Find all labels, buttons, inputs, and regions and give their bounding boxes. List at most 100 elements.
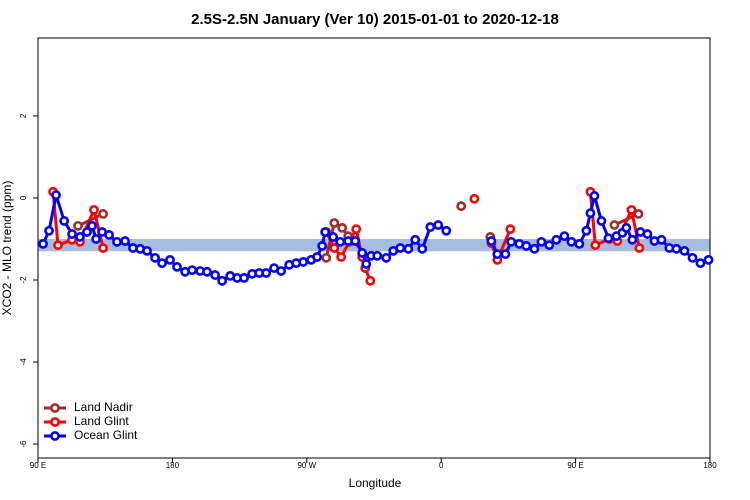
- data-point: [98, 243, 109, 253]
- data-point: [336, 252, 347, 262]
- legend-marker: [50, 403, 60, 413]
- data-point: [559, 231, 570, 242]
- legend-label: Land Nadir: [74, 400, 133, 414]
- data-point: [357, 248, 368, 258]
- data-point: [89, 204, 99, 215]
- data-point: [395, 243, 406, 253]
- data-point: [210, 270, 221, 280]
- data-point: [372, 250, 383, 261]
- data-point: [687, 252, 698, 263]
- x-tick-label: 0: [439, 461, 444, 470]
- data-point: [239, 273, 249, 283]
- data-point: [112, 236, 122, 247]
- data-point: [53, 240, 63, 251]
- data-point: [679, 245, 690, 256]
- x-tick-label: 180: [166, 461, 180, 470]
- y-tick-label: -2: [19, 276, 28, 284]
- data-point: [351, 224, 362, 235]
- data-point: [51, 190, 61, 200]
- x-tick-label: 90 E: [567, 461, 583, 470]
- data-point: [320, 227, 331, 237]
- data-point: [321, 252, 332, 263]
- data-point: [642, 229, 653, 239]
- data-point: [581, 225, 592, 236]
- x-tick-label: 90 E: [30, 461, 46, 470]
- data-point: [276, 266, 287, 276]
- data-point: [157, 258, 167, 269]
- data-point: [73, 220, 83, 231]
- data-point: [589, 191, 600, 201]
- data-point: [317, 241, 328, 251]
- data-point: [456, 201, 467, 212]
- data-point: [120, 236, 130, 246]
- y-tick-label: -6: [19, 440, 28, 448]
- data-point: [627, 234, 638, 245]
- data-point: [536, 236, 547, 247]
- data-point: [609, 220, 620, 230]
- y-tick-label: -4: [19, 358, 28, 366]
- data-point: [67, 229, 77, 239]
- data-point: [505, 224, 516, 235]
- data-point: [633, 209, 644, 219]
- data-point: [621, 223, 632, 233]
- data-point: [590, 240, 601, 251]
- data-point: [425, 222, 436, 232]
- data-point: [75, 232, 85, 242]
- data-point: [44, 225, 54, 236]
- data-point: [500, 249, 511, 260]
- data-point: [98, 209, 109, 219]
- data-point: [521, 241, 532, 251]
- data-point: [433, 220, 444, 230]
- data-point: [492, 249, 503, 260]
- legend-marker: [50, 417, 60, 427]
- y-tick-label: 2: [19, 113, 28, 118]
- data-point: [634, 243, 645, 253]
- data-point: [403, 243, 414, 254]
- x-tick-label: 180: [703, 461, 717, 470]
- y-axis-label: XCO2 - MLO trend (ppm): [0, 181, 14, 316]
- y-tick-label: 0: [19, 195, 28, 200]
- data-point: [104, 229, 114, 240]
- plot-frame: [37, 37, 711, 459]
- chart-title: 2.5S-2.5N January (Ver 10) 2015-01-01 to…: [191, 11, 559, 28]
- data-point: [417, 243, 428, 254]
- data-point: [87, 220, 97, 231]
- data-point: [187, 265, 198, 276]
- data-point: [551, 234, 562, 245]
- data-point: [410, 234, 421, 245]
- data-point: [585, 208, 596, 219]
- data-point: [217, 275, 228, 286]
- legend-marker: [50, 431, 60, 441]
- data-point: [312, 252, 323, 262]
- data-point: [261, 268, 272, 278]
- legend-label: Land Glint: [74, 414, 129, 428]
- data-point: [172, 261, 182, 272]
- data-point: [441, 225, 452, 236]
- x-axis-label: Longitude: [349, 476, 402, 490]
- data-point: [202, 266, 212, 277]
- data-point: [566, 236, 577, 247]
- data-point: [529, 243, 540, 254]
- data-point: [626, 204, 637, 215]
- data-point: [150, 252, 160, 263]
- data-point: [486, 236, 497, 246]
- data-point: [335, 236, 346, 247]
- data-point: [82, 227, 92, 237]
- data-point: [361, 259, 372, 269]
- data-point: [38, 238, 48, 249]
- data-point: [165, 254, 175, 265]
- data-point: [703, 254, 714, 265]
- data-point: [506, 236, 517, 247]
- data-point: [656, 234, 667, 245]
- data-point: [469, 193, 480, 204]
- data-point: [671, 243, 682, 254]
- data-point: [91, 234, 101, 244]
- legend-label: Ocean Glint: [74, 428, 138, 442]
- data-point: [365, 275, 376, 286]
- data-point: [298, 257, 309, 267]
- data-point: [329, 218, 340, 228]
- data-point: [381, 252, 392, 263]
- data-point: [544, 240, 555, 251]
- data-point: [603, 233, 614, 244]
